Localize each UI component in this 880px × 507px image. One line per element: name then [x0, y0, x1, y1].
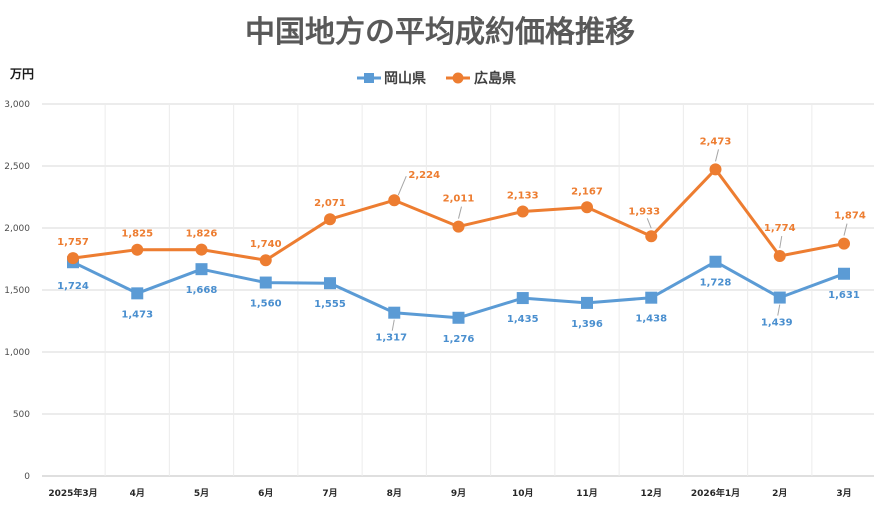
- data-point-okayama: [259, 276, 272, 289]
- y-tick-label: 1,500: [4, 286, 30, 296]
- data-point-okayama: [838, 267, 850, 280]
- data-point-hiroshima: [452, 220, 465, 233]
- data-label-hiroshima: 1,933: [628, 206, 660, 217]
- data-point-hiroshima: [67, 252, 79, 265]
- data-label-hiroshima: 1,774: [764, 223, 796, 234]
- data-label-okayama: 1,724: [57, 281, 89, 292]
- legend-marker-hiroshima: [452, 72, 464, 84]
- data-point-okayama: [516, 292, 529, 305]
- data-point-hiroshima: [581, 201, 593, 214]
- x-tick-label: 10月: [512, 488, 534, 499]
- y-tick-label: 3,000: [4, 100, 30, 110]
- data-label-hiroshima: 1,825: [121, 229, 153, 240]
- y-tick-label: 500: [13, 410, 30, 420]
- data-point-hiroshima: [709, 163, 722, 176]
- label-leader-line: [397, 176, 407, 196]
- series-line-hiroshima: [72, 167, 845, 262]
- x-tick-label: 9月: [451, 488, 466, 499]
- data-point-okayama: [581, 296, 593, 309]
- y-tick-label: 1,000: [4, 348, 30, 358]
- data-point-okayama: [195, 263, 208, 276]
- x-tick-label: 8月: [387, 488, 402, 499]
- x-tick-label: 12月: [640, 488, 662, 499]
- data-label-hiroshima: 1,826: [186, 229, 218, 240]
- legend-label-hiroshima: 広島県: [474, 70, 516, 87]
- data-point-okayama: [131, 287, 144, 300]
- data-point-okayama: [773, 291, 786, 304]
- data-point-hiroshima: [516, 205, 529, 218]
- data-point-okayama: [388, 306, 401, 319]
- x-axis: 2025年3月 4月 5月 6月 7月 8月 9月 10月 11月 12月 2026年1月 2月 3月: [48, 487, 851, 499]
- x-tick-label: 11月: [576, 488, 598, 499]
- x-tick-label: 4月: [130, 488, 145, 499]
- series-group: 1,724 1,473 1,668 1,560 1,555 1,317 1,276 1,435…: [57, 136, 866, 344]
- label-leader-line: [715, 149, 719, 162]
- data-label-okayama: 1,435: [507, 314, 539, 325]
- chart-title: 中国地方の平均成約価格推移: [245, 15, 635, 50]
- label-leader-line: [777, 304, 781, 316]
- data-label-hiroshima: 1,757: [57, 237, 89, 248]
- data-label-okayama: 1,276: [443, 334, 475, 345]
- x-tick-label: 3月: [836, 488, 851, 499]
- data-label-okayama: 1,439: [761, 318, 793, 329]
- data-label-hiroshima: 1,740: [250, 239, 282, 250]
- x-tick-label: 5月: [194, 488, 209, 499]
- data-point-okayama: [324, 277, 336, 290]
- data-label-okayama: 1,728: [700, 278, 732, 289]
- data-point-okayama: [452, 311, 465, 324]
- data-point-okayama: [709, 255, 722, 268]
- data-label-hiroshima: 2,224: [408, 170, 440, 181]
- gridlines: [42, 103, 874, 477]
- y-tick-label: 2,500: [4, 162, 30, 172]
- data-label-hiroshima: 2,473: [700, 136, 732, 147]
- data-label-hiroshima: 2,011: [443, 194, 475, 205]
- label-leader-line: [646, 218, 652, 229]
- data-label-hiroshima: 2,071: [314, 198, 346, 209]
- y-axis: 0 500 1,000 1,500 2,000 2,500 3,000: [4, 100, 30, 482]
- data-label-okayama: 1,668: [186, 285, 218, 296]
- data-point-hiroshima: [388, 194, 401, 207]
- label-leader-line: [458, 206, 462, 219]
- label-leader-line: [391, 319, 395, 331]
- legend: 岡山県 広島県: [357, 70, 516, 87]
- x-tick-label: 7月: [322, 488, 337, 499]
- series-hiroshima: 1,757 1,825 1,826 1,740 2,071 2,224 2,011 2,133…: [57, 136, 866, 267]
- data-label-okayama: 1,438: [635, 314, 667, 325]
- x-tick-label: 6月: [258, 488, 273, 499]
- data-label-okayama: 1,555: [314, 299, 346, 310]
- data-point-okayama: [645, 291, 658, 304]
- legend-label-okayama: 岡山県: [384, 71, 426, 87]
- x-tick-label: 2026年1月: [691, 487, 740, 499]
- data-label-okayama: 1,631: [828, 290, 860, 301]
- data-label-hiroshima: 1,874: [834, 211, 866, 222]
- label-leader-line: [779, 235, 783, 249]
- label-leader-line: [843, 223, 848, 236]
- x-tick-label: 2月: [772, 488, 787, 499]
- data-label-hiroshima: 2,133: [507, 191, 539, 202]
- y-tick-label: 2,000: [4, 224, 30, 234]
- x-tick-label: 2025年3月: [48, 487, 97, 499]
- legend-marker-okayama: [364, 73, 374, 83]
- data-label-okayama: 1,473: [121, 309, 153, 320]
- data-point-hiroshima: [195, 243, 208, 256]
- y-tick-label: 0: [24, 472, 30, 482]
- data-point-hiroshima: [259, 254, 272, 267]
- data-point-hiroshima: [131, 243, 144, 256]
- data-label-okayama: 1,396: [571, 319, 603, 330]
- data-point-hiroshima: [324, 213, 336, 226]
- data-point-hiroshima: [838, 237, 850, 250]
- data-label-okayama: 1,317: [375, 333, 407, 344]
- data-point-hiroshima: [773, 250, 786, 263]
- data-label-okayama: 1,560: [250, 299, 282, 310]
- data-point-hiroshima: [645, 230, 658, 243]
- series-okayama: 1,724 1,473 1,668 1,560 1,555 1,317 1,276 1,435…: [57, 255, 860, 345]
- data-label-hiroshima: 2,167: [571, 186, 603, 197]
- y-axis-unit: 万円: [9, 67, 34, 81]
